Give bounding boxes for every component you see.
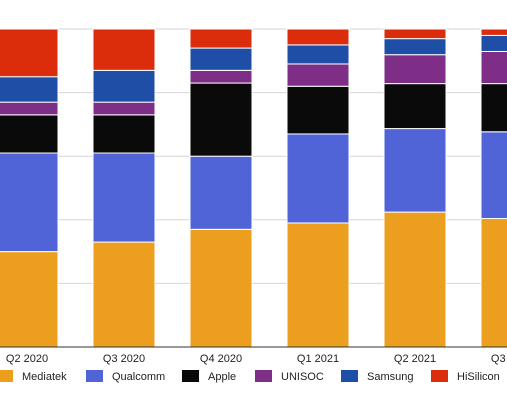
bar-segment-mediatek [92,241,156,348]
bar-segment-apple [0,114,59,154]
bar-segment-mediatek [0,251,59,348]
bar-segment-hisilicon [0,28,59,78]
bar-segment-mediatek [383,211,447,348]
bar-segment-samsung [480,34,507,52]
bar-segment-hisilicon [480,28,507,36]
bar-segment-mediatek [480,218,507,348]
legend-label-unisoc: UNISOC [281,371,324,383]
bar-segment-samsung [286,44,350,65]
bar-segment-qualcomm [92,152,156,243]
bar-segment-mediatek [189,228,253,348]
x-tick-label: Q2 2020 [6,353,48,365]
bar-segment-apple [189,82,253,157]
bar-segment-apple [92,114,156,154]
bar-segment-qualcomm [480,131,507,220]
legend-label-hisilicon: HiSilicon [457,371,500,383]
legend-label-mediatek: Mediatek [22,371,67,383]
bar-segment-hisilicon [189,28,253,49]
bar-segment-unisoc [92,101,156,116]
bar-segment-qualcomm [189,155,253,230]
bar-segment-apple [286,85,350,135]
bar-segment-hisilicon [383,28,447,40]
bar-segment-mediatek [286,222,350,348]
legend-label-qualcomm: Qualcomm [112,371,165,383]
legend-label-samsung: Samsung [367,371,413,383]
legend-label-apple: Apple [208,371,236,383]
x-tick-label: Q1 2021 [297,353,339,365]
bar-segment-unisoc [0,101,59,116]
bar-segment-samsung [383,38,447,56]
bar-segment-apple [480,83,507,133]
legend: Mediatek Qualcomm Apple UNISOC Samsung HiSili… [0,370,500,383]
bar-segment-qualcomm [383,128,447,213]
x-tick-label: Q3 2020 [103,353,145,365]
legend-swatch-mediatek [0,370,13,382]
legend-swatch-qualcomm [86,370,103,382]
bar-segment-unisoc [189,69,253,84]
legend-swatch-samsung [341,370,358,382]
bar-segment-apple [383,83,447,130]
bars [0,28,507,348]
x-tick-label: Q3 2021 [491,353,507,365]
bar-segment-samsung [92,69,156,103]
bar-segment-unisoc [383,54,447,85]
bar-segment-qualcomm [286,133,350,224]
bar-segment-hisilicon [92,28,156,71]
bar-segment-samsung [189,47,253,71]
legend-swatch-unisoc [255,370,272,382]
x-tick-label: Q2 2021 [394,353,436,365]
bar-segment-hisilicon [286,28,350,46]
bar-segment-qualcomm [0,152,59,253]
bar-segment-unisoc [480,50,507,85]
x-tick-label: Q4 2020 [200,353,242,365]
legend-swatch-hisilicon [431,370,448,382]
x-axis-ticks: Q2 2020 Q3 2020 Q4 2020 Q1 2021 Q2 2021 Q3 20… [6,353,507,365]
bar-segment-samsung [0,76,59,103]
legend-swatch-apple [182,370,199,382]
bar-segment-unisoc [286,63,350,87]
